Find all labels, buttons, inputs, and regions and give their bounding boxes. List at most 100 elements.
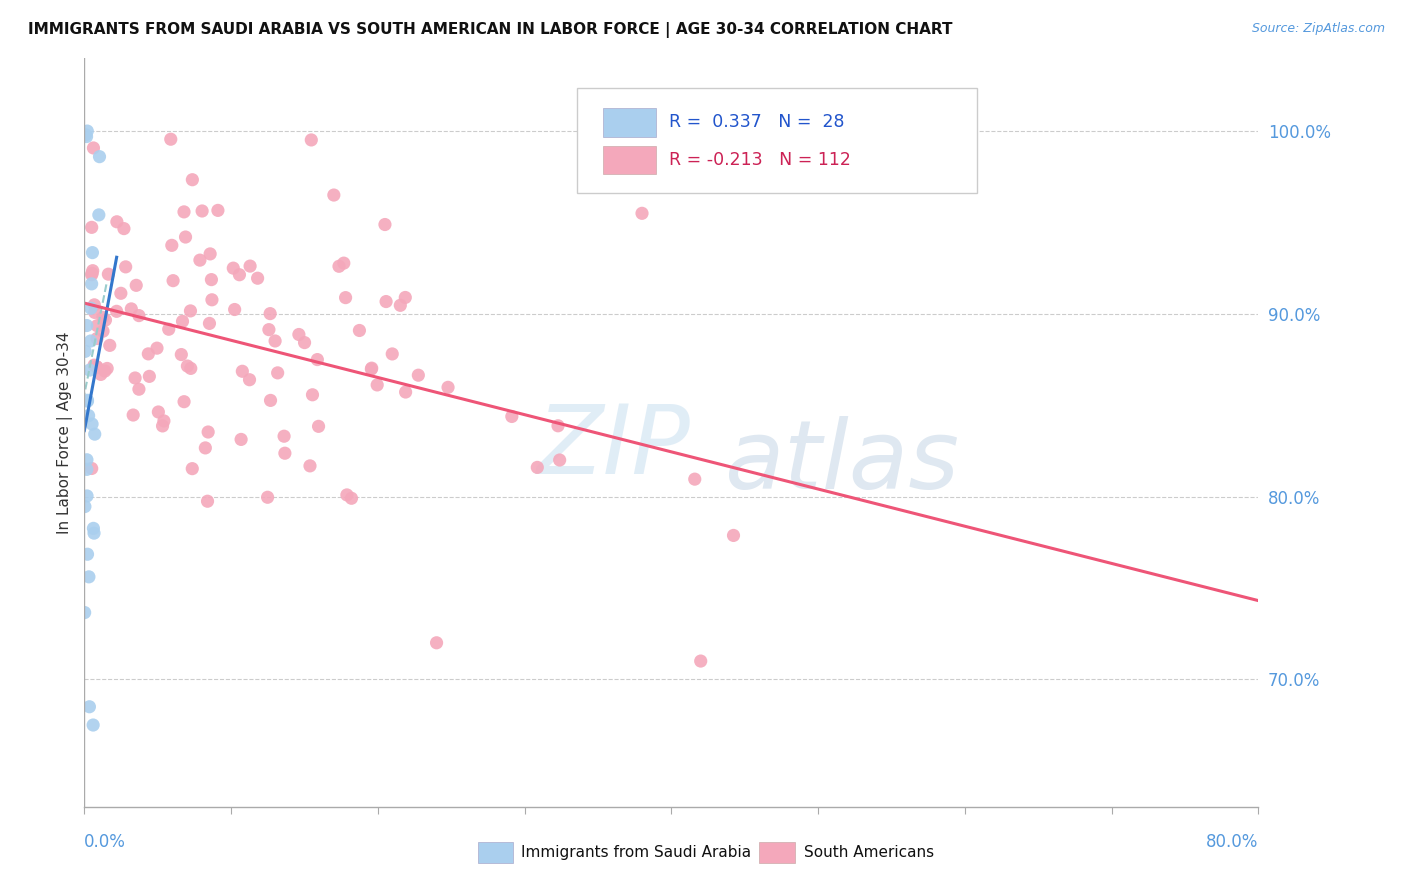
Point xyxy=(80,277,103,291)
Point xyxy=(335,291,357,305)
Y-axis label: In Labor Force | Age 30-34: In Labor Force | Age 30-34 xyxy=(58,331,73,534)
Point xyxy=(181,461,204,475)
Point xyxy=(153,414,176,428)
Point xyxy=(198,317,221,331)
Point xyxy=(375,294,398,309)
Point xyxy=(87,208,110,222)
Point xyxy=(426,636,449,650)
Point xyxy=(501,409,523,424)
Point xyxy=(86,318,108,333)
Point xyxy=(128,382,150,396)
Point xyxy=(122,408,145,422)
Point xyxy=(174,230,197,244)
Point xyxy=(77,570,100,584)
Point xyxy=(82,245,104,260)
Point xyxy=(91,324,114,338)
Point xyxy=(273,429,295,443)
Point xyxy=(76,129,98,144)
Point xyxy=(82,521,104,535)
Text: ZIP: ZIP xyxy=(536,401,690,494)
Point xyxy=(76,393,98,408)
Point xyxy=(256,490,278,504)
Point xyxy=(322,188,344,202)
Point xyxy=(259,307,281,321)
Point xyxy=(172,314,194,328)
Point xyxy=(96,361,118,376)
Point xyxy=(97,267,120,281)
Point xyxy=(157,322,180,336)
Point xyxy=(146,341,169,355)
Point xyxy=(301,388,323,402)
Point xyxy=(160,238,183,252)
Point xyxy=(328,260,350,274)
Point xyxy=(80,301,103,316)
Bar xyxy=(603,145,657,174)
Point xyxy=(136,347,159,361)
Point xyxy=(547,418,569,433)
Point xyxy=(257,323,280,337)
Point xyxy=(79,363,101,377)
Point xyxy=(73,606,96,620)
Point xyxy=(201,293,224,307)
Point xyxy=(548,453,571,467)
Point xyxy=(197,425,219,439)
Point xyxy=(76,452,98,467)
Point xyxy=(76,124,98,138)
Point xyxy=(120,301,142,316)
Bar xyxy=(759,842,794,863)
Point xyxy=(394,384,416,399)
Point xyxy=(80,266,103,280)
Point xyxy=(228,268,250,282)
Point xyxy=(79,699,101,714)
Point xyxy=(86,360,108,375)
Point xyxy=(124,371,146,385)
Point xyxy=(82,141,104,155)
Point xyxy=(90,368,112,382)
Point xyxy=(83,526,105,541)
Point xyxy=(173,205,195,219)
Point xyxy=(246,271,269,285)
Point xyxy=(294,335,316,350)
Point xyxy=(76,318,98,333)
Point xyxy=(82,263,104,277)
Point xyxy=(80,417,103,431)
Point xyxy=(112,221,135,235)
Point xyxy=(110,286,132,301)
Point xyxy=(723,528,745,542)
Point xyxy=(179,304,201,318)
Point xyxy=(366,378,388,392)
Bar xyxy=(603,108,657,136)
Text: South Americans: South Americans xyxy=(804,846,934,861)
Point xyxy=(83,305,105,319)
Point xyxy=(148,405,170,419)
Point xyxy=(180,361,202,376)
Point xyxy=(181,172,204,186)
Point xyxy=(360,362,382,376)
Point xyxy=(229,433,252,447)
Point xyxy=(80,220,103,235)
Point xyxy=(266,366,288,380)
Point xyxy=(437,380,460,394)
Point xyxy=(79,334,101,348)
Point xyxy=(94,313,117,327)
Point xyxy=(191,204,214,219)
Text: 0.0%: 0.0% xyxy=(84,833,127,852)
Text: 80.0%: 80.0% xyxy=(1206,833,1258,852)
Point xyxy=(374,218,396,232)
Text: R =  0.337   N =  28: R = 0.337 N = 28 xyxy=(669,113,845,131)
Text: atlas: atlas xyxy=(724,416,959,509)
Point xyxy=(76,489,98,503)
Point xyxy=(75,128,97,142)
Point xyxy=(239,259,262,273)
Point xyxy=(683,472,706,486)
Point xyxy=(381,347,404,361)
Point xyxy=(77,409,100,423)
Point xyxy=(259,393,281,408)
Point xyxy=(94,364,117,378)
Point xyxy=(83,427,105,442)
Point xyxy=(80,461,103,475)
Text: R = -0.213   N = 112: R = -0.213 N = 112 xyxy=(669,151,851,169)
Point xyxy=(170,347,193,361)
Point xyxy=(231,364,253,378)
Point xyxy=(631,206,654,220)
